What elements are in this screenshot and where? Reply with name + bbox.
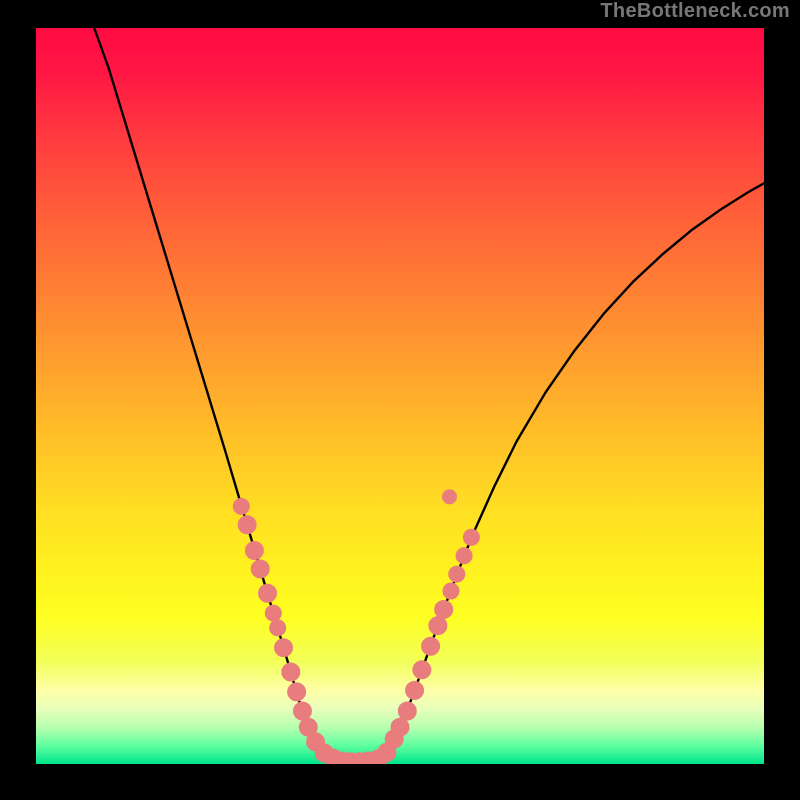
data-marker	[270, 620, 286, 636]
data-marker	[443, 490, 457, 504]
data-marker	[282, 663, 300, 681]
data-marker	[265, 605, 281, 621]
marker-group	[233, 490, 479, 764]
plot-area	[36, 28, 764, 764]
data-marker	[406, 681, 424, 699]
data-marker	[449, 566, 465, 582]
data-marker	[463, 529, 479, 545]
data-marker	[251, 560, 269, 578]
data-marker	[398, 702, 416, 720]
data-marker	[275, 639, 293, 657]
data-marker	[456, 548, 472, 564]
data-marker	[259, 584, 277, 602]
data-marker	[443, 583, 459, 599]
chart-container: TheBottleneck.com	[0, 0, 800, 800]
data-marker	[293, 702, 311, 720]
data-marker	[435, 600, 453, 618]
data-marker	[413, 661, 431, 679]
data-marker	[245, 542, 263, 560]
data-marker	[391, 718, 409, 736]
data-marker	[288, 683, 306, 701]
data-marker	[233, 498, 249, 514]
curve-layer	[36, 28, 764, 764]
watermark-text: TheBottleneck.com	[600, 0, 790, 23]
data-marker	[429, 617, 447, 635]
data-marker	[238, 516, 256, 534]
data-marker	[422, 637, 440, 655]
